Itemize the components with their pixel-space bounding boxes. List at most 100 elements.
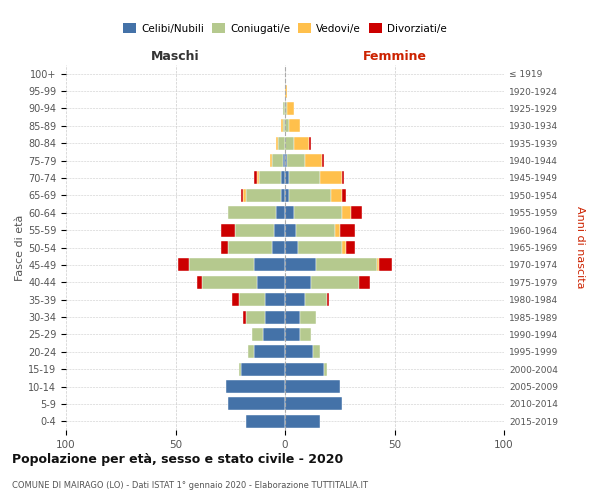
Bar [342, 241, 346, 254]
Bar [305, 293, 326, 306]
Bar [285, 224, 296, 236]
Bar [285, 102, 287, 115]
Bar [245, 415, 285, 428]
Bar [228, 241, 272, 254]
Bar [359, 276, 370, 289]
Bar [326, 293, 329, 306]
Bar [285, 380, 340, 393]
Bar [285, 189, 289, 202]
Bar [287, 102, 294, 115]
Bar [281, 120, 283, 132]
Bar [276, 136, 278, 149]
Bar [197, 276, 202, 289]
Bar [350, 206, 362, 220]
Bar [313, 346, 320, 358]
Bar [239, 362, 241, 376]
Bar [272, 241, 285, 254]
Bar [377, 258, 379, 272]
Bar [265, 310, 285, 324]
Bar [342, 172, 344, 184]
Bar [322, 154, 325, 167]
Bar [305, 154, 322, 167]
Text: Maschi: Maschi [151, 50, 200, 64]
Bar [335, 224, 340, 236]
Bar [285, 310, 301, 324]
Bar [269, 154, 272, 167]
Bar [202, 276, 257, 289]
Bar [265, 293, 285, 306]
Bar [244, 189, 245, 202]
Legend: Celibi/Nubili, Coniugati/e, Vedovi/e, Divorziati/e: Celibi/Nubili, Coniugati/e, Vedovi/e, Di… [119, 19, 451, 38]
Bar [274, 224, 285, 236]
Bar [298, 241, 342, 254]
Bar [294, 136, 309, 149]
Bar [245, 189, 281, 202]
Bar [294, 206, 342, 220]
Bar [285, 84, 287, 98]
Bar [257, 276, 285, 289]
Bar [379, 258, 392, 272]
Bar [342, 189, 346, 202]
Bar [226, 380, 285, 393]
Bar [285, 241, 298, 254]
Bar [248, 346, 254, 358]
Bar [342, 206, 350, 220]
Bar [285, 328, 301, 341]
Text: Femmine: Femmine [362, 50, 427, 64]
Bar [252, 328, 263, 341]
Bar [221, 241, 228, 254]
Bar [259, 172, 281, 184]
Bar [221, 224, 235, 236]
Y-axis label: Fasce di età: Fasce di età [15, 214, 25, 280]
Bar [320, 172, 342, 184]
Bar [283, 102, 285, 115]
Bar [281, 172, 285, 184]
Bar [263, 328, 285, 341]
Bar [244, 310, 245, 324]
Bar [285, 398, 342, 410]
Bar [285, 346, 313, 358]
Y-axis label: Anni di nascita: Anni di nascita [575, 206, 585, 289]
Bar [285, 206, 294, 220]
Bar [235, 224, 274, 236]
Bar [325, 362, 326, 376]
Bar [285, 276, 311, 289]
Bar [289, 189, 331, 202]
Bar [285, 136, 294, 149]
Bar [239, 293, 265, 306]
Bar [331, 189, 342, 202]
Bar [311, 276, 359, 289]
Bar [285, 293, 305, 306]
Bar [278, 136, 285, 149]
Bar [272, 154, 283, 167]
Bar [241, 362, 285, 376]
Bar [289, 172, 320, 184]
Bar [285, 120, 289, 132]
Bar [285, 258, 316, 272]
Text: Popolazione per età, sesso e stato civile - 2020: Popolazione per età, sesso e stato civil… [12, 452, 343, 466]
Bar [346, 241, 355, 254]
Bar [285, 415, 320, 428]
Bar [296, 224, 335, 236]
Bar [245, 310, 265, 324]
Bar [287, 154, 305, 167]
Bar [283, 120, 285, 132]
Bar [309, 136, 311, 149]
Bar [285, 154, 287, 167]
Bar [301, 310, 316, 324]
Bar [257, 172, 259, 184]
Bar [232, 293, 239, 306]
Bar [254, 346, 285, 358]
Bar [178, 258, 188, 272]
Bar [188, 258, 254, 272]
Bar [285, 362, 325, 376]
Bar [228, 206, 276, 220]
Bar [281, 189, 285, 202]
Bar [289, 120, 301, 132]
Bar [254, 172, 257, 184]
Bar [228, 398, 285, 410]
Bar [340, 224, 355, 236]
Bar [285, 172, 289, 184]
Text: COMUNE DI MAIRAGO (LO) - Dati ISTAT 1° gennaio 2020 - Elaborazione TUTTITALIA.IT: COMUNE DI MAIRAGO (LO) - Dati ISTAT 1° g… [12, 481, 368, 490]
Bar [254, 258, 285, 272]
